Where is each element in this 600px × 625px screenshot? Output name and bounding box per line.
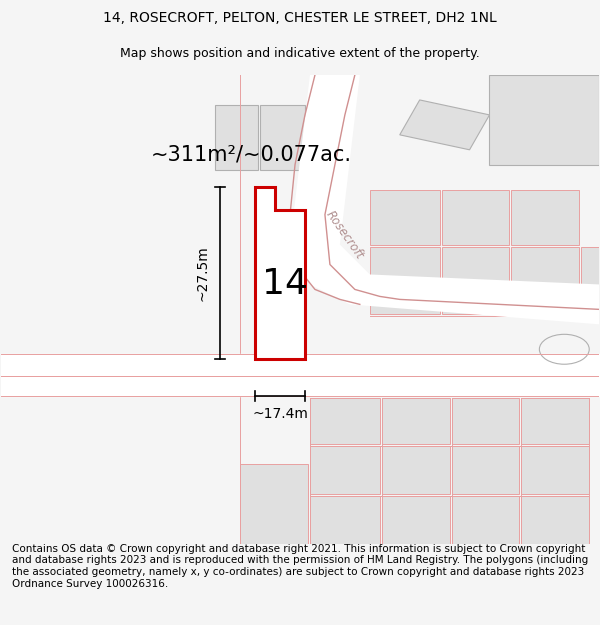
- Polygon shape: [382, 398, 449, 444]
- Polygon shape: [260, 105, 305, 170]
- Text: 14, ROSECROFT, PELTON, CHESTER LE STREET, DH2 1NL: 14, ROSECROFT, PELTON, CHESTER LE STREET…: [103, 11, 497, 25]
- Polygon shape: [310, 446, 380, 494]
- Polygon shape: [452, 398, 520, 444]
- Polygon shape: [400, 100, 490, 150]
- Polygon shape: [370, 190, 440, 244]
- Polygon shape: [511, 246, 579, 314]
- Polygon shape: [452, 496, 520, 544]
- Polygon shape: [452, 446, 520, 494]
- Polygon shape: [490, 75, 599, 165]
- Text: ~27.5m: ~27.5m: [195, 245, 209, 301]
- Polygon shape: [521, 398, 589, 444]
- Polygon shape: [255, 187, 305, 359]
- Polygon shape: [215, 105, 258, 170]
- Polygon shape: [370, 246, 440, 314]
- Polygon shape: [442, 190, 509, 244]
- Polygon shape: [581, 246, 599, 314]
- Polygon shape: [382, 446, 449, 494]
- Polygon shape: [521, 446, 589, 494]
- Polygon shape: [511, 190, 579, 244]
- Polygon shape: [310, 398, 380, 444]
- Polygon shape: [442, 246, 509, 314]
- Polygon shape: [310, 496, 380, 544]
- Text: Rosecroft: Rosecroft: [323, 208, 367, 261]
- Polygon shape: [382, 496, 449, 544]
- Text: Map shows position and indicative extent of the property.: Map shows position and indicative extent…: [120, 48, 480, 61]
- Text: ~311m²/~0.077ac.: ~311m²/~0.077ac.: [151, 145, 352, 165]
- Polygon shape: [521, 496, 589, 544]
- Polygon shape: [240, 464, 308, 544]
- Polygon shape: [290, 75, 599, 324]
- Text: 14: 14: [262, 268, 308, 301]
- Text: ~17.4m: ~17.4m: [252, 407, 308, 421]
- Text: Contains OS data © Crown copyright and database right 2021. This information is : Contains OS data © Crown copyright and d…: [12, 544, 588, 589]
